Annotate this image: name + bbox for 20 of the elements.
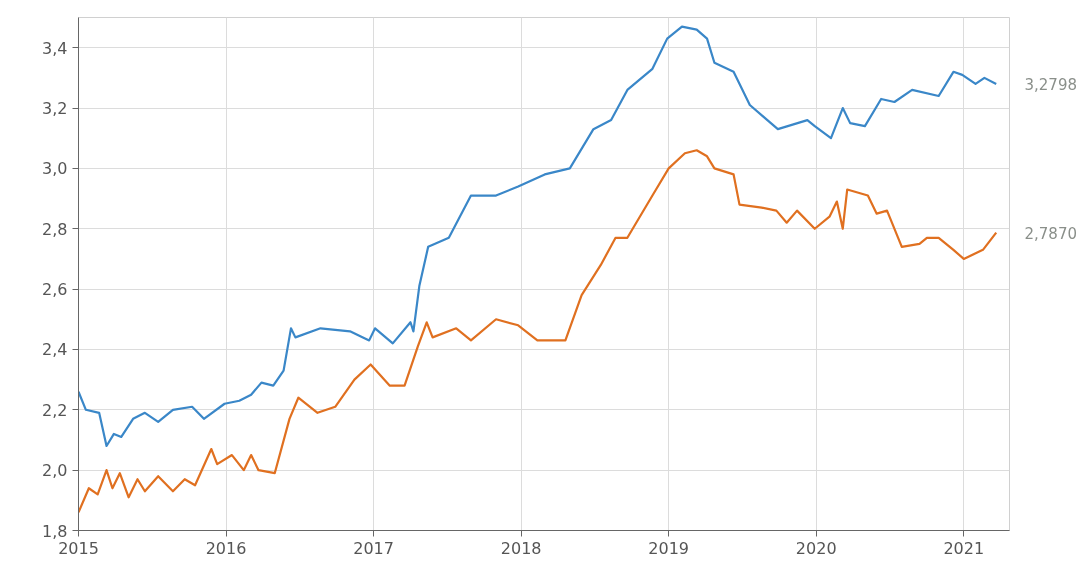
y-tick-label: 2,2 [42, 400, 68, 420]
line-series [78, 25, 998, 448]
line-series [78, 149, 998, 514]
y-tick-label: 2,0 [42, 461, 68, 481]
x-tick-label: 2020 [795, 538, 837, 558]
y-tick-label: 2,8 [42, 219, 68, 239]
x-tick-label: 2017 [353, 538, 394, 558]
y-tick-label: 3,2 [42, 99, 68, 119]
annotation: 2,7870 [1024, 224, 1077, 243]
y-tick-label: 3,0 [42, 159, 68, 179]
x-tick-label: 2021 [943, 538, 985, 558]
x-tick-label: 2015 [58, 538, 99, 558]
y-tick-label: 1,8 [42, 521, 68, 541]
x-tick-label: 2018 [500, 538, 542, 558]
x-tick-label: 2019 [648, 538, 690, 558]
y-tick-label: 2,6 [42, 280, 68, 300]
y-tick-label: 2,4 [42, 340, 68, 360]
x-tick-label: 2016 [205, 538, 247, 558]
y-tick-label: 3,4 [42, 38, 68, 58]
annotation: 3,2798 [1024, 75, 1077, 94]
